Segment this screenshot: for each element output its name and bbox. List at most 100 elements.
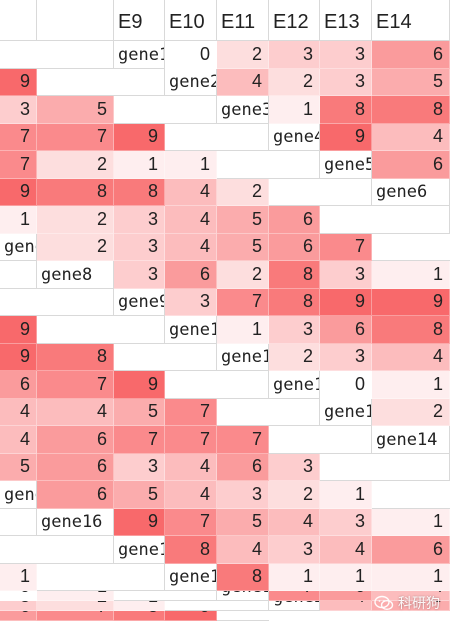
row-label-gene9[interactable]: gene9 <box>114 288 165 316</box>
heatmap-cell[interactable]: 6 <box>0 611 37 621</box>
heatmap-cell[interactable]: 4 <box>269 508 320 536</box>
row-label-gene18[interactable]: gene18 <box>165 563 217 591</box>
heatmap-cell[interactable]: 0 <box>320 371 372 399</box>
column-header-e14[interactable]: E14 <box>372 0 450 41</box>
heatmap-cell[interactable]: 3 <box>320 343 372 371</box>
heatmap-cell[interactable]: 7 <box>217 288 269 316</box>
heatmap-cell[interactable]: 1 <box>372 563 450 591</box>
heatmap-cell[interactable]: 6 <box>165 261 217 289</box>
heatmap-cell[interactable]: 1 <box>165 151 217 179</box>
heatmap-cell[interactable]: 7 <box>0 123 37 151</box>
heatmap-cell[interactable]: 4 <box>320 601 372 611</box>
heatmap-cell[interactable]: 3 <box>165 288 217 316</box>
heatmap-cell[interactable]: 5 <box>217 233 269 261</box>
heatmap-cell[interactable]: 3 <box>114 261 165 289</box>
heatmap-cell[interactable]: 6 <box>269 206 320 234</box>
row-label-gene19[interactable]: gene19 <box>217 591 269 601</box>
heatmap-cell[interactable]: 9 <box>0 343 37 371</box>
heatmap-cell[interactable]: 8 <box>372 96 450 124</box>
column-header-e13[interactable]: E13 <box>320 0 372 41</box>
heatmap-cell[interactable]: 6 <box>320 591 372 601</box>
heatmap-cell[interactable]: 1 <box>320 481 372 509</box>
empty-cell[interactable] <box>269 426 320 454</box>
heatmap-cell[interactable]: 7 <box>165 508 217 536</box>
heatmap-cell[interactable]: 3 <box>320 261 372 289</box>
row-label-gene17[interactable]: gene17 <box>114 536 165 564</box>
heatmap-cell[interactable]: 6 <box>37 481 114 509</box>
heatmap-cell[interactable]: 0 <box>0 591 37 601</box>
heatmap-cell[interactable]: 4 <box>0 426 37 454</box>
empty-cell[interactable] <box>114 591 165 601</box>
heatmap-cell[interactable]: 1 <box>0 563 37 591</box>
column-header-e11[interactable]: E11 <box>217 0 269 41</box>
heatmap-cell[interactable]: 1 <box>269 563 320 591</box>
heatmap-cell[interactable]: 7 <box>217 426 269 454</box>
heatmap-cell[interactable]: 4 <box>372 343 450 371</box>
heatmap-cell[interactable]: 5 <box>0 453 37 481</box>
heatmap-cell[interactable]: 3 <box>320 508 372 536</box>
empty-cell[interactable] <box>0 536 37 564</box>
heatmap-cell[interactable]: 6 <box>37 453 114 481</box>
empty-cell[interactable] <box>0 41 37 69</box>
heatmap-cell[interactable]: 4 <box>217 68 269 96</box>
heatmap-cell[interactable]: 3 <box>320 68 372 96</box>
heatmap-cell[interactable]: 4 <box>165 453 217 481</box>
heatmap-cell[interactable]: 4 <box>165 178 217 206</box>
heatmap-cell[interactable]: 1 <box>372 508 450 536</box>
heatmap-cell[interactable]: 9 <box>0 178 37 206</box>
heatmap-cell[interactable]: 3 <box>269 536 320 564</box>
heatmap-cell[interactable]: 5 <box>372 601 450 611</box>
heatmap-cell[interactable]: 2 <box>372 398 450 426</box>
empty-cell[interactable] <box>372 481 450 509</box>
heatmap-cell[interactable]: 4 <box>165 206 217 234</box>
heatmap-cell[interactable]: 7 <box>37 123 114 151</box>
heatmap-cell[interactable]: 6 <box>37 426 114 454</box>
heatmap-cell[interactable]: 6 <box>372 151 450 179</box>
heatmap-cell[interactable]: 2 <box>269 68 320 96</box>
empty-cell[interactable] <box>114 96 165 124</box>
heatmap-cell[interactable]: 6 <box>217 453 269 481</box>
column-header-e12[interactable]: E12 <box>269 0 320 41</box>
empty-cell[interactable] <box>165 124 217 151</box>
heatmap-cell[interactable]: 5 <box>217 206 269 234</box>
heatmap-cell[interactable]: 6 <box>0 371 37 399</box>
heatmap-cell[interactable]: 3 <box>114 453 165 481</box>
column-header-e9[interactable]: E9 <box>114 0 165 41</box>
heatmap-cell[interactable]: 3 <box>217 481 269 509</box>
heatmap-cell[interactable]: 4 <box>217 536 269 564</box>
heatmap-cell[interactable]: 9 <box>165 611 217 621</box>
row-label-gene14[interactable]: gene14 <box>372 426 450 454</box>
empty-cell[interactable] <box>217 399 269 426</box>
heatmap-cell[interactable]: 8 <box>37 178 114 206</box>
empty-cell[interactable] <box>320 206 372 234</box>
heatmap-cell[interactable]: 1 <box>372 261 450 289</box>
heatmap-cell[interactable]: 3 <box>320 41 372 69</box>
heatmap-cell[interactable]: 3 <box>269 453 320 481</box>
empty-cell[interactable] <box>372 234 450 261</box>
heatmap-cell[interactable]: 7 <box>37 611 114 621</box>
heatmap-cell[interactable]: 9 <box>320 288 372 316</box>
heatmap-cell[interactable]: 0 <box>165 41 217 69</box>
heatmap-cell[interactable]: 2 <box>37 233 114 261</box>
heatmap-cell[interactable]: 4 <box>0 398 37 426</box>
heatmap-cell[interactable]: 1 <box>269 96 320 124</box>
heatmap-cell[interactable]: 1 <box>114 601 165 611</box>
heatmap-cell[interactable]: 6 <box>320 316 372 344</box>
heatmap-cell[interactable]: 8 <box>269 261 320 289</box>
row-label-gene11[interactable]: gene11 <box>217 343 269 371</box>
heatmap-cell[interactable]: 9 <box>114 371 165 399</box>
heatmap-cell[interactable]: 5 <box>217 508 269 536</box>
heatmap-cell[interactable]: 4 <box>320 536 372 564</box>
heatmap-cell[interactable]: 8 <box>114 611 165 621</box>
heatmap-cell[interactable]: 2 <box>37 601 114 611</box>
empty-cell[interactable] <box>320 454 372 481</box>
heatmap-cell[interactable]: 5 <box>37 96 114 124</box>
heatmap-cell[interactable]: 1 <box>320 563 372 591</box>
empty-cell[interactable] <box>217 611 269 621</box>
heatmap-cell[interactable]: 2 <box>269 481 320 509</box>
empty-cell[interactable] <box>217 151 269 179</box>
heatmap-cell[interactable]: 3 <box>114 206 165 234</box>
heatmap-cell[interactable]: 9 <box>114 508 165 536</box>
heatmap-cell[interactable]: 9 <box>0 316 37 344</box>
